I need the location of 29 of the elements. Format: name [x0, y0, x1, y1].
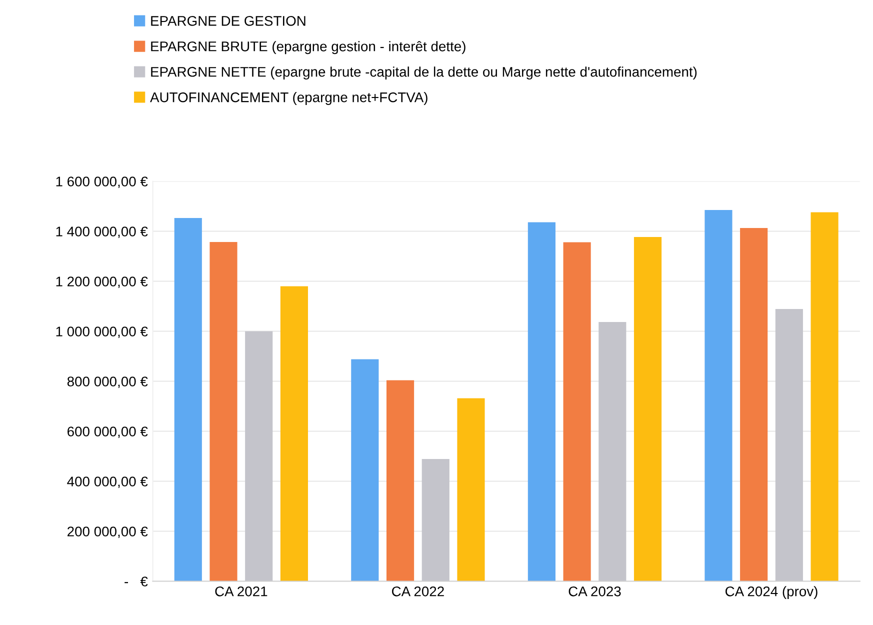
legend-label: AUTOFINANCEMENT (epargne net+FCTVA)	[150, 92, 428, 105]
x-tick-label: CA 2021	[215, 586, 268, 596]
bar	[351, 359, 379, 582]
bar	[704, 210, 732, 582]
legend-label: EPARGNE DE GESTION	[151, 16, 306, 26]
bar	[280, 286, 308, 582]
y-tick-label: 600 000,00 €	[68, 426, 148, 438]
bar	[810, 212, 838, 582]
x-tick-label: CA 2022	[392, 586, 444, 596]
bar	[563, 242, 591, 582]
y-tick-label: 800 000,00 €	[67, 376, 148, 388]
x-tick-label: CA 2023	[568, 586, 621, 596]
y-tick-label: 1 600 000,00 €	[56, 176, 148, 188]
legend-label: EPARGNE NETTE (epargne brute -capital de la dette ou Marge nette d'autofinancement)	[151, 66, 697, 80]
bar	[457, 398, 485, 582]
y-tick-label: 400 000,00 €	[67, 476, 148, 488]
bar	[740, 228, 768, 582]
x-tick-label: CA 2024 (prov)	[726, 586, 818, 600]
bar	[386, 380, 414, 582]
y-tick-label: 1 200 000,00 €	[56, 276, 148, 288]
bar	[174, 218, 202, 582]
bar	[210, 242, 238, 582]
y-tick-label: 1 400 000,00 €	[56, 226, 148, 238]
legend-label: EPARGNE BRUTE (epargne gestion - interêt dette)	[151, 41, 466, 54]
y-tick-label: 200 000,00 €	[68, 526, 148, 538]
y-tick-label: 1 000 000,00 €	[56, 326, 148, 338]
bar	[634, 237, 662, 582]
y-tick-label: - €	[124, 576, 148, 586]
bar	[528, 222, 556, 582]
